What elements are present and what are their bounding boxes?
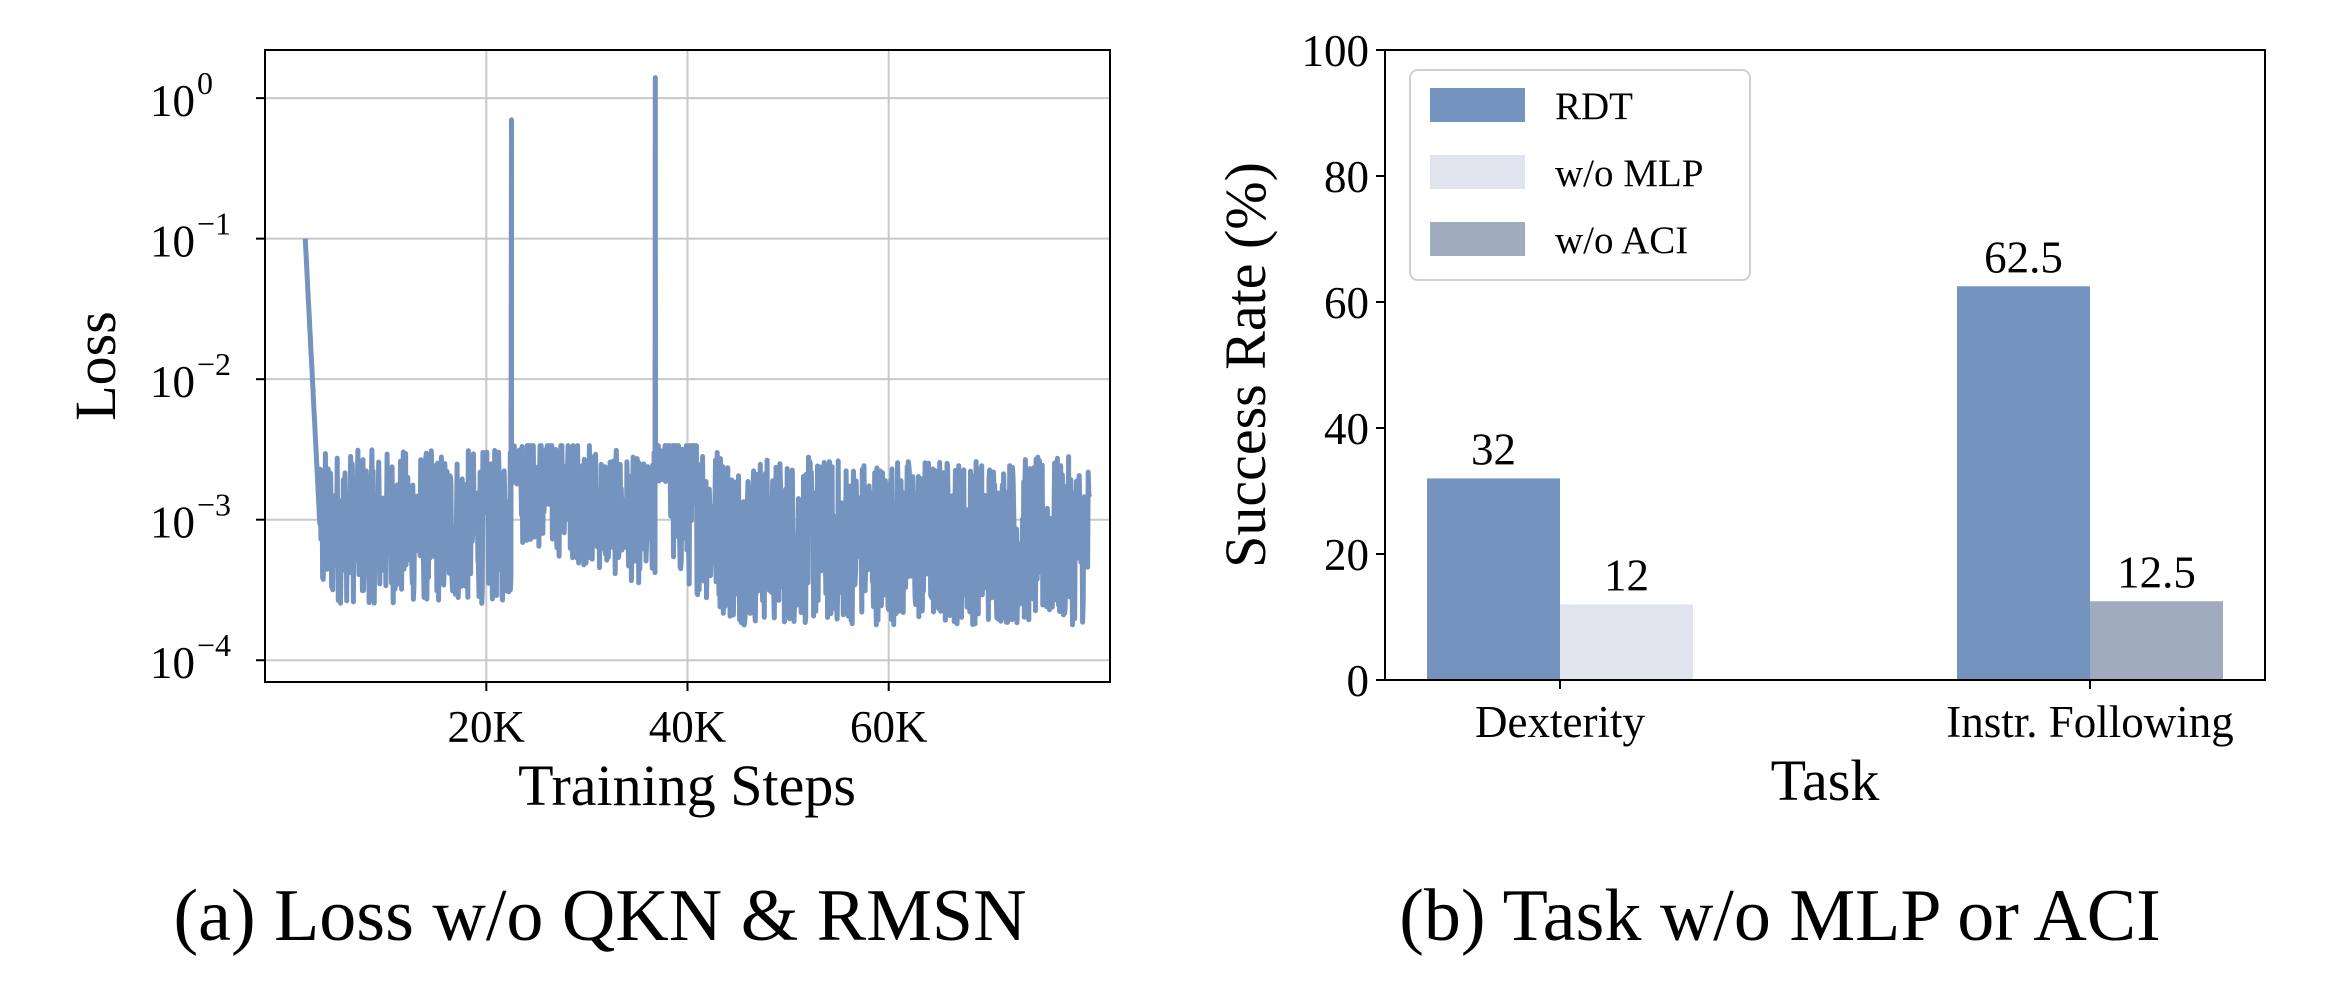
success-y-axis-label: Success Rate (%): [1213, 162, 1278, 568]
loss-y-tick-exponent: −3: [197, 487, 231, 523]
success-y-tick-label: 40: [1324, 404, 1369, 454]
success-x-axis-label: Task: [1771, 748, 1880, 813]
legend-swatch-rdt: [1430, 88, 1525, 122]
loss-y-tick-label: 10: [150, 217, 195, 267]
success-plot-frame: [1384, 49, 2266, 681]
success-bars: [1427, 286, 2223, 680]
bar-value-label: 12: [1604, 550, 1649, 600]
loss-x-tick-label: 20K: [448, 702, 526, 752]
loss-y-tick-exponent: −4: [197, 627, 231, 663]
bar-value-label: 62.5: [1984, 232, 2063, 282]
loss-y-tick-exponent: 0: [197, 65, 213, 101]
success-y-tick-label: 80: [1324, 152, 1369, 202]
loss-y-tick-exponent: −1: [197, 206, 231, 242]
legend-label-rdt: RDT: [1555, 85, 1633, 128]
legend-swatch-wo-aci: [1430, 222, 1525, 256]
bar-value-label: 12.5: [2117, 547, 2196, 597]
success-y-tick-label: 20: [1324, 530, 1369, 580]
loss-y-tick-label: 10: [150, 638, 195, 688]
legend-label-wo-aci: w/o ACI: [1555, 219, 1688, 262]
legend-swatch-wo-mlp: [1430, 155, 1525, 189]
bar-rdt-1: [1957, 286, 2090, 680]
success-x-tick-label: Instr. Following: [1946, 697, 2234, 747]
success-data-labels: 32 12 62.5 12.5: [1471, 232, 2196, 600]
loss-y-axis-label: Loss: [63, 311, 128, 421]
success-chart-caption: (b) Task w/o MLP or ACI: [1399, 875, 2161, 957]
loss-y-tick-label: 10: [150, 357, 195, 407]
loss-x-axis-label: Training Steps: [518, 753, 856, 818]
success-chart: 0 20 40 60 80 100 Dexterity Instr. Following 3…: [1213, 26, 2266, 957]
loss-series-line: [302, 75, 1093, 628]
success-y-tick-label: 0: [1347, 656, 1370, 706]
success-y-ticks: 0 20 40 60 80 100: [1302, 26, 1385, 706]
loss-y-tick-label: 10: [150, 76, 195, 126]
success-y-tick-label: 60: [1324, 278, 1369, 328]
loss-chart-caption: (a) Loss w/o QKN & RMSN: [173, 875, 1026, 957]
bar-rdt-0: [1427, 478, 1560, 680]
loss-y-tick-label: 10: [150, 498, 195, 548]
bar-value-label: 32: [1471, 424, 1516, 474]
success-x-tick-label: Dexterity: [1475, 697, 1645, 747]
success-legend: RDT w/o MLP w/o ACI: [1409, 69, 1751, 281]
loss-y-tick-exponent: −2: [197, 346, 231, 382]
bar-w-o-mlp-0: [1560, 604, 1693, 680]
success-x-ticks: Dexterity Instr. Following: [1475, 680, 2234, 747]
loss-x-ticks: 20K 40K 60K: [448, 682, 928, 752]
legend-label-wo-mlp: w/o MLP: [1555, 152, 1703, 195]
loss-x-tick-label: 40K: [649, 702, 727, 752]
success-y-tick-label: 100: [1302, 26, 1370, 76]
bar-w-o-aci-1: [2090, 601, 2223, 680]
loss-x-tick-label: 60K: [850, 702, 928, 752]
